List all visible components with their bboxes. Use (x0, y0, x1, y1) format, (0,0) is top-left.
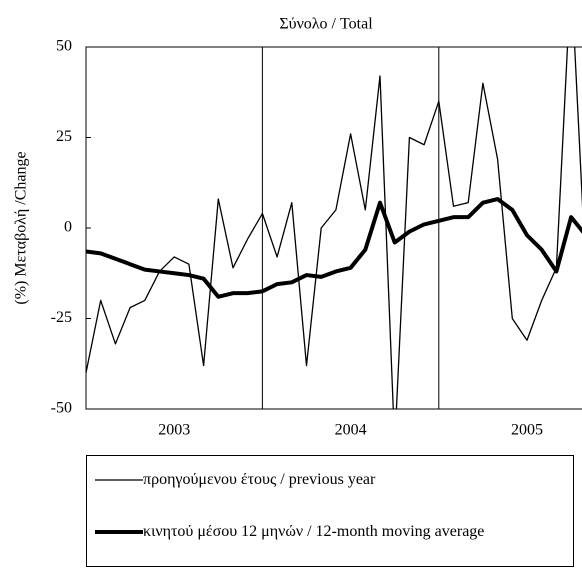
legend-label: προηγούμενου έτους / previous year (143, 471, 376, 488)
legend-item: κινητού μέσου 12 μηνών / 12-month moving… (95, 522, 543, 542)
x-tick-label: 2005 (511, 422, 543, 439)
plot-frame (85, 46, 582, 410)
x-tick-label: 2004 (335, 422, 367, 439)
legend-swatch (95, 479, 143, 481)
legend-label: κινητού μέσου 12 μηνών / 12-month moving… (143, 523, 485, 540)
y-tick-label: 50 (56, 38, 72, 55)
chart-title: Σύνολο / Total (279, 16, 373, 33)
legend: προηγούμενου έτους / previous year κινητο… (86, 455, 574, 567)
plot-lines (86, 47, 582, 409)
y-tick-label: -25 (51, 309, 72, 326)
series-line (86, 47, 582, 409)
legend-item: προηγούμενου έτους / previous year (95, 470, 543, 490)
x-tick-label: 2003 (158, 422, 190, 439)
series-line (86, 197, 582, 299)
y-tick-label: 25 (56, 128, 72, 145)
chart: Σύνολο / Total (%) Μεταβολή /Change -50 -… (13, 16, 582, 439)
legend-swatch (95, 530, 143, 534)
y-tick-label: -50 (51, 400, 72, 417)
y-axis-label: (%) Μεταβολή /Change (13, 151, 30, 304)
y-tick-label: 0 (64, 219, 72, 236)
